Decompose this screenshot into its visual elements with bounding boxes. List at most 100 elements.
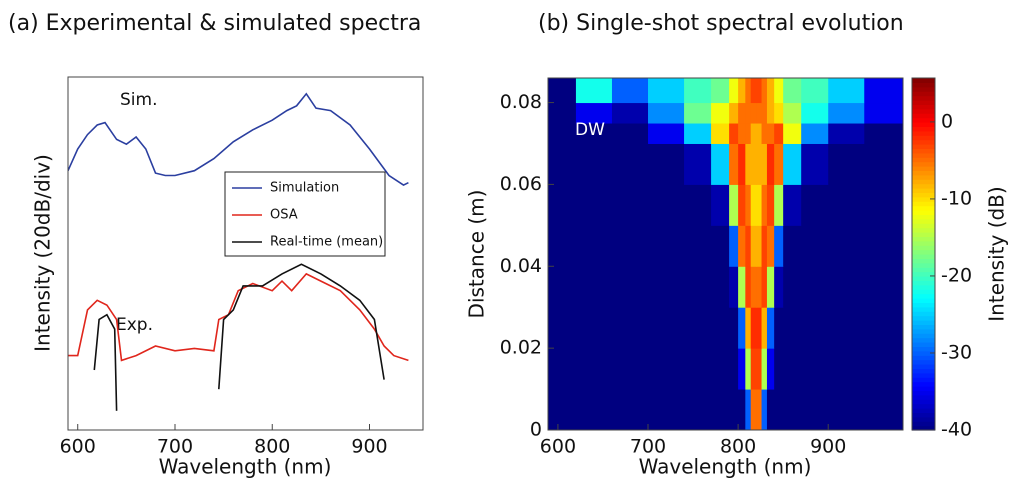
- heat-cell: [611, 225, 649, 267]
- heat-cell: [783, 184, 802, 226]
- heat-cell: [711, 307, 730, 349]
- heat-cell: [761, 225, 768, 267]
- heat-cell: [738, 266, 746, 308]
- colorbar-segment: [912, 174, 935, 180]
- colorbar-segment: [912, 249, 935, 255]
- heat-cell: [611, 102, 649, 124]
- colorbar-segment: [912, 386, 935, 391]
- colorbar-tick-label: -20: [941, 264, 972, 286]
- heat-cell: [648, 143, 685, 185]
- heat-cell: [648, 307, 685, 349]
- heat-cell: [864, 123, 904, 144]
- heat-cell: [729, 78, 739, 104]
- colorbar-segment: [912, 262, 935, 268]
- colorbar-segment: [912, 82, 935, 88]
- heat-cell: [761, 123, 768, 144]
- plot-frame: [67, 76, 424, 431]
- heat-cell: [711, 78, 730, 104]
- heat-cell: [575, 78, 613, 104]
- colorbar-segment: [912, 227, 935, 233]
- heat-cell: [575, 123, 613, 144]
- colorbar-segment: [912, 342, 935, 347]
- heat-cell: [766, 143, 775, 185]
- colorbar-segment: [912, 416, 935, 422]
- heat-cell: [738, 307, 746, 349]
- colorbar-segment: [912, 254, 935, 259]
- colorbar-segment: [912, 315, 935, 321]
- heat-cell: [756, 389, 763, 431]
- heat-cell: [864, 307, 904, 349]
- heat-cell: [611, 348, 649, 390]
- heat-cell: [575, 143, 613, 185]
- colorbar-segment: [912, 130, 935, 136]
- heat-cell: [766, 102, 775, 124]
- heat-cell: [745, 348, 752, 390]
- heat-cell: [774, 266, 784, 308]
- heat-cell: [611, 123, 649, 144]
- annotation: DW: [575, 120, 605, 140]
- heat-cell: [864, 143, 904, 185]
- heat-cell: [766, 123, 775, 144]
- colorbar-tick-label: -40: [941, 419, 972, 441]
- heat-cell: [648, 225, 685, 267]
- heat-cell: [864, 78, 904, 104]
- colorbar-segment: [912, 394, 935, 400]
- heat-cell: [750, 225, 757, 267]
- heat-cell: [548, 348, 577, 390]
- x-tick-label: 700: [630, 436, 666, 458]
- heat-cell: [774, 143, 784, 185]
- heat-cell: [774, 307, 784, 349]
- x-tick-label: 900: [810, 436, 846, 458]
- heat-cell: [711, 102, 730, 124]
- colorbar-segment: [912, 183, 935, 189]
- heat-cell: [761, 184, 768, 226]
- x-axis-label: Wavelength (nm): [639, 455, 812, 479]
- heat-cell: [548, 123, 577, 144]
- heat-cell: [729, 266, 739, 308]
- heat-cell: [801, 123, 829, 144]
- heat-cell: [548, 266, 577, 308]
- heat-cell: [745, 225, 752, 267]
- heat-cell: [756, 266, 763, 308]
- colorbar-segment: [912, 337, 935, 343]
- heat-cell: [774, 102, 784, 124]
- heat-cell: [738, 143, 746, 185]
- heat-cell: [761, 266, 768, 308]
- colorbar-segment: [912, 408, 935, 413]
- legend-label: Real-time (mean): [270, 235, 383, 250]
- heat-cell: [761, 348, 768, 390]
- heat-cell: [750, 389, 757, 431]
- heat-cell: [738, 225, 746, 267]
- heat-cell: [766, 307, 775, 349]
- heat-cell: [801, 143, 829, 185]
- x-tick-label: 600: [540, 436, 576, 458]
- heat-cell: [711, 266, 730, 308]
- colorbar-segment: [912, 232, 935, 237]
- heat-cell: [750, 143, 757, 185]
- series-line: [93, 263, 385, 411]
- colorbar-segment: [912, 293, 935, 299]
- y-tick-label: 0.04: [500, 255, 542, 277]
- colorbar-segment: [912, 271, 935, 277]
- heat-cell: [575, 184, 613, 226]
- heat-cell: [745, 184, 752, 226]
- heat-cell: [684, 266, 712, 308]
- colorbar-segment: [912, 157, 935, 163]
- colorbar-segment: [912, 245, 935, 251]
- colorbar-segment: [912, 302, 935, 308]
- heat-cell: [828, 266, 865, 308]
- heat-cell: [783, 102, 802, 124]
- heat-cell: [756, 348, 763, 390]
- heat-cell: [738, 389, 746, 431]
- colorbar-segment: [912, 86, 935, 92]
- heat-cell: [783, 348, 802, 390]
- heat-cell: [648, 389, 685, 431]
- x-tick-label: 800: [254, 436, 290, 458]
- heat-cell: [738, 102, 746, 124]
- heat-cell: [756, 184, 763, 226]
- heat-cell: [828, 78, 865, 104]
- heat-cell: [548, 78, 577, 104]
- heat-cell: [729, 143, 739, 185]
- heat-cell: [761, 78, 768, 104]
- heat-cell: [575, 307, 613, 349]
